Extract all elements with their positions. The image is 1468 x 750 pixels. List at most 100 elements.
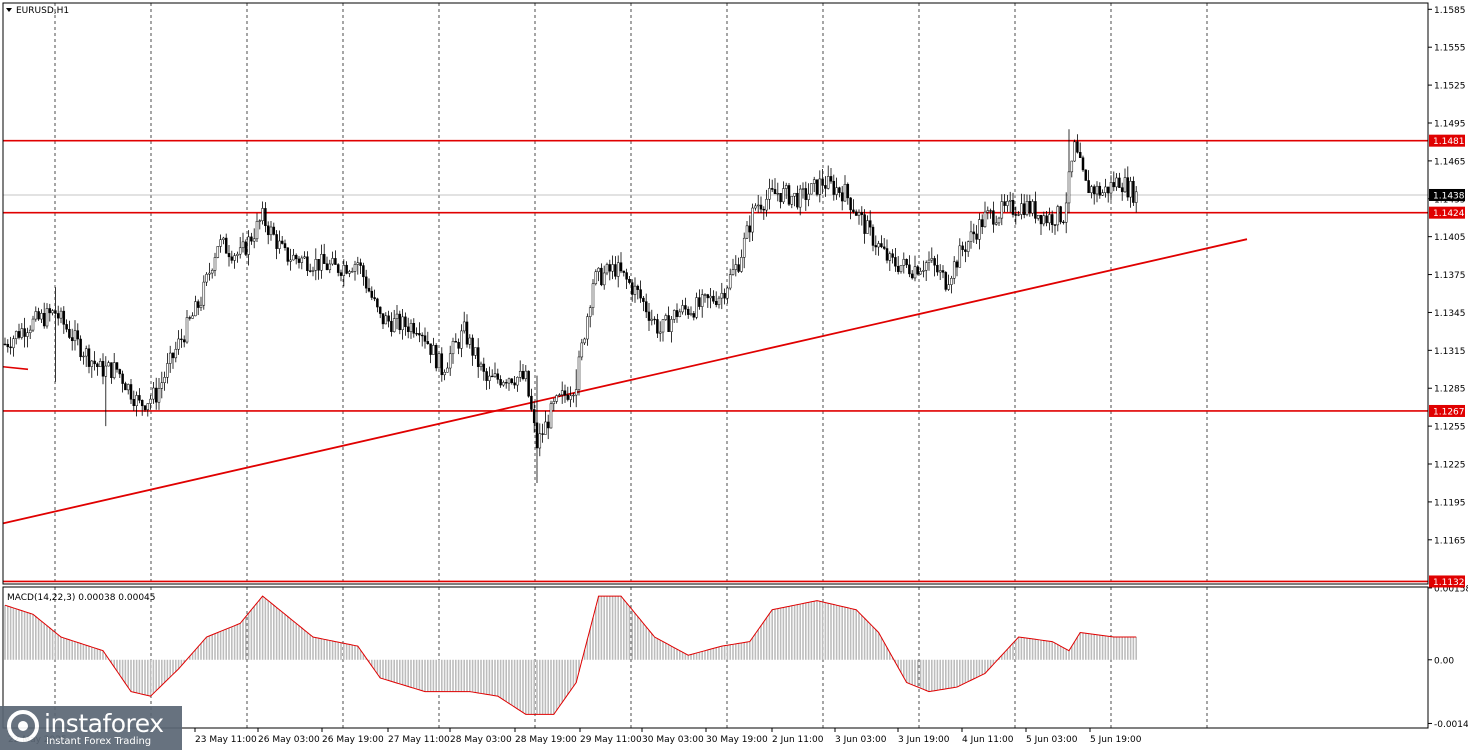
candle-body <box>765 198 768 211</box>
symbol-dropdown-icon[interactable] <box>6 8 12 12</box>
candle-body <box>210 270 214 274</box>
candle-body <box>1017 214 1020 216</box>
candle-body <box>104 365 108 377</box>
candle-body <box>174 348 178 359</box>
candle-body <box>149 398 152 404</box>
candle-body <box>143 405 147 410</box>
candle-body <box>1070 160 1074 173</box>
candle-body <box>45 308 49 327</box>
candle-body <box>600 267 603 286</box>
candle-body <box>961 245 964 250</box>
macd-label: MACD(14,22,3) 0.00038 0.00045 <box>7 593 156 603</box>
candle-body <box>482 363 486 372</box>
candle-body <box>110 362 113 378</box>
candle-body <box>840 192 844 202</box>
candle-body <box>972 231 976 235</box>
candle-body <box>524 370 528 379</box>
candle-body <box>250 236 253 242</box>
candle-body <box>406 326 410 332</box>
candle-body <box>944 272 948 290</box>
candle-body <box>325 263 329 270</box>
price-tick-label: 1.1315 <box>1434 347 1466 357</box>
candle-body <box>815 179 819 195</box>
candle-body <box>1053 224 1057 226</box>
macd-tick-label: -0.0014 <box>1434 720 1468 730</box>
candle-body <box>62 310 66 325</box>
candle-body <box>48 308 52 314</box>
candle-body <box>247 236 250 255</box>
level-label-1.1132: 1.1132 <box>1433 578 1465 588</box>
candle-body <box>451 341 455 355</box>
candle-body <box>1104 186 1107 193</box>
candle-body <box>1115 177 1118 188</box>
candle-body <box>1084 169 1088 181</box>
candle-body <box>446 367 449 373</box>
candle-body <box>594 271 598 285</box>
candle-body <box>779 193 782 203</box>
candle-body <box>558 394 561 396</box>
candle-body <box>924 262 928 271</box>
candle-body <box>227 253 231 258</box>
candle-body <box>807 193 810 200</box>
candle-body <box>628 279 631 283</box>
candle-body <box>1003 201 1006 206</box>
candle-body <box>798 188 802 208</box>
candle-body <box>1076 141 1079 153</box>
candle-body <box>1062 221 1065 224</box>
candle-body <box>479 363 483 367</box>
candle-body <box>457 342 460 349</box>
candle-body <box>297 258 301 263</box>
candle-body <box>1118 177 1121 188</box>
candle-body <box>633 285 637 295</box>
candle-body <box>202 281 206 306</box>
candle-body <box>787 185 791 205</box>
level-tag-1.1424 <box>1429 206 1465 219</box>
candle-body <box>1036 214 1040 219</box>
candle-body <box>675 310 679 317</box>
candle-body <box>622 270 626 273</box>
macd-panel-frame <box>2 586 1429 729</box>
candle-body <box>770 188 774 190</box>
candle-body <box>84 348 88 357</box>
candle-body <box>1064 202 1068 223</box>
candle-body <box>902 258 906 266</box>
candle-body <box>1120 187 1124 193</box>
candle-body <box>177 338 180 350</box>
candle-body <box>196 301 200 308</box>
candle-body <box>283 243 287 249</box>
candle-body <box>980 219 984 228</box>
candle-body <box>121 373 124 384</box>
time-tick-label: 26 May 19:00 <box>322 735 384 745</box>
candle-body <box>392 318 396 332</box>
candle-body <box>938 270 942 273</box>
candle-body <box>549 403 553 429</box>
candle-body <box>1020 203 1023 215</box>
macd-tick-label: 0.00 <box>1434 656 1454 666</box>
time-tick-label: 28 May 19:00 <box>515 735 577 745</box>
time-tick-label: 3 Jun 19:00 <box>898 735 950 745</box>
candle-body <box>684 305 687 310</box>
time-tick-label: 5 Jun 19:00 <box>1090 735 1142 745</box>
candle-body <box>266 225 270 236</box>
time-tick-label: 27 May 11:00 <box>388 735 450 745</box>
candle-body <box>720 292 724 299</box>
chart-frames <box>2 2 1429 729</box>
price-tick-label: 1.1255 <box>1434 423 1466 433</box>
candle-body <box>129 384 133 400</box>
candle-body <box>317 259 320 271</box>
candle-body <box>14 331 18 339</box>
candle-body <box>12 338 15 349</box>
candle-body <box>947 284 950 290</box>
candle-body <box>796 192 799 208</box>
candle-body <box>378 306 382 314</box>
candle-body <box>868 220 872 228</box>
candle-body <box>563 390 567 396</box>
candle-body <box>572 394 575 397</box>
candle-body <box>838 187 841 193</box>
candle-body <box>488 375 491 381</box>
candle-body <box>56 313 60 319</box>
candle-body <box>1011 200 1015 215</box>
candle-body <box>51 310 54 314</box>
candle-body <box>1112 182 1116 188</box>
